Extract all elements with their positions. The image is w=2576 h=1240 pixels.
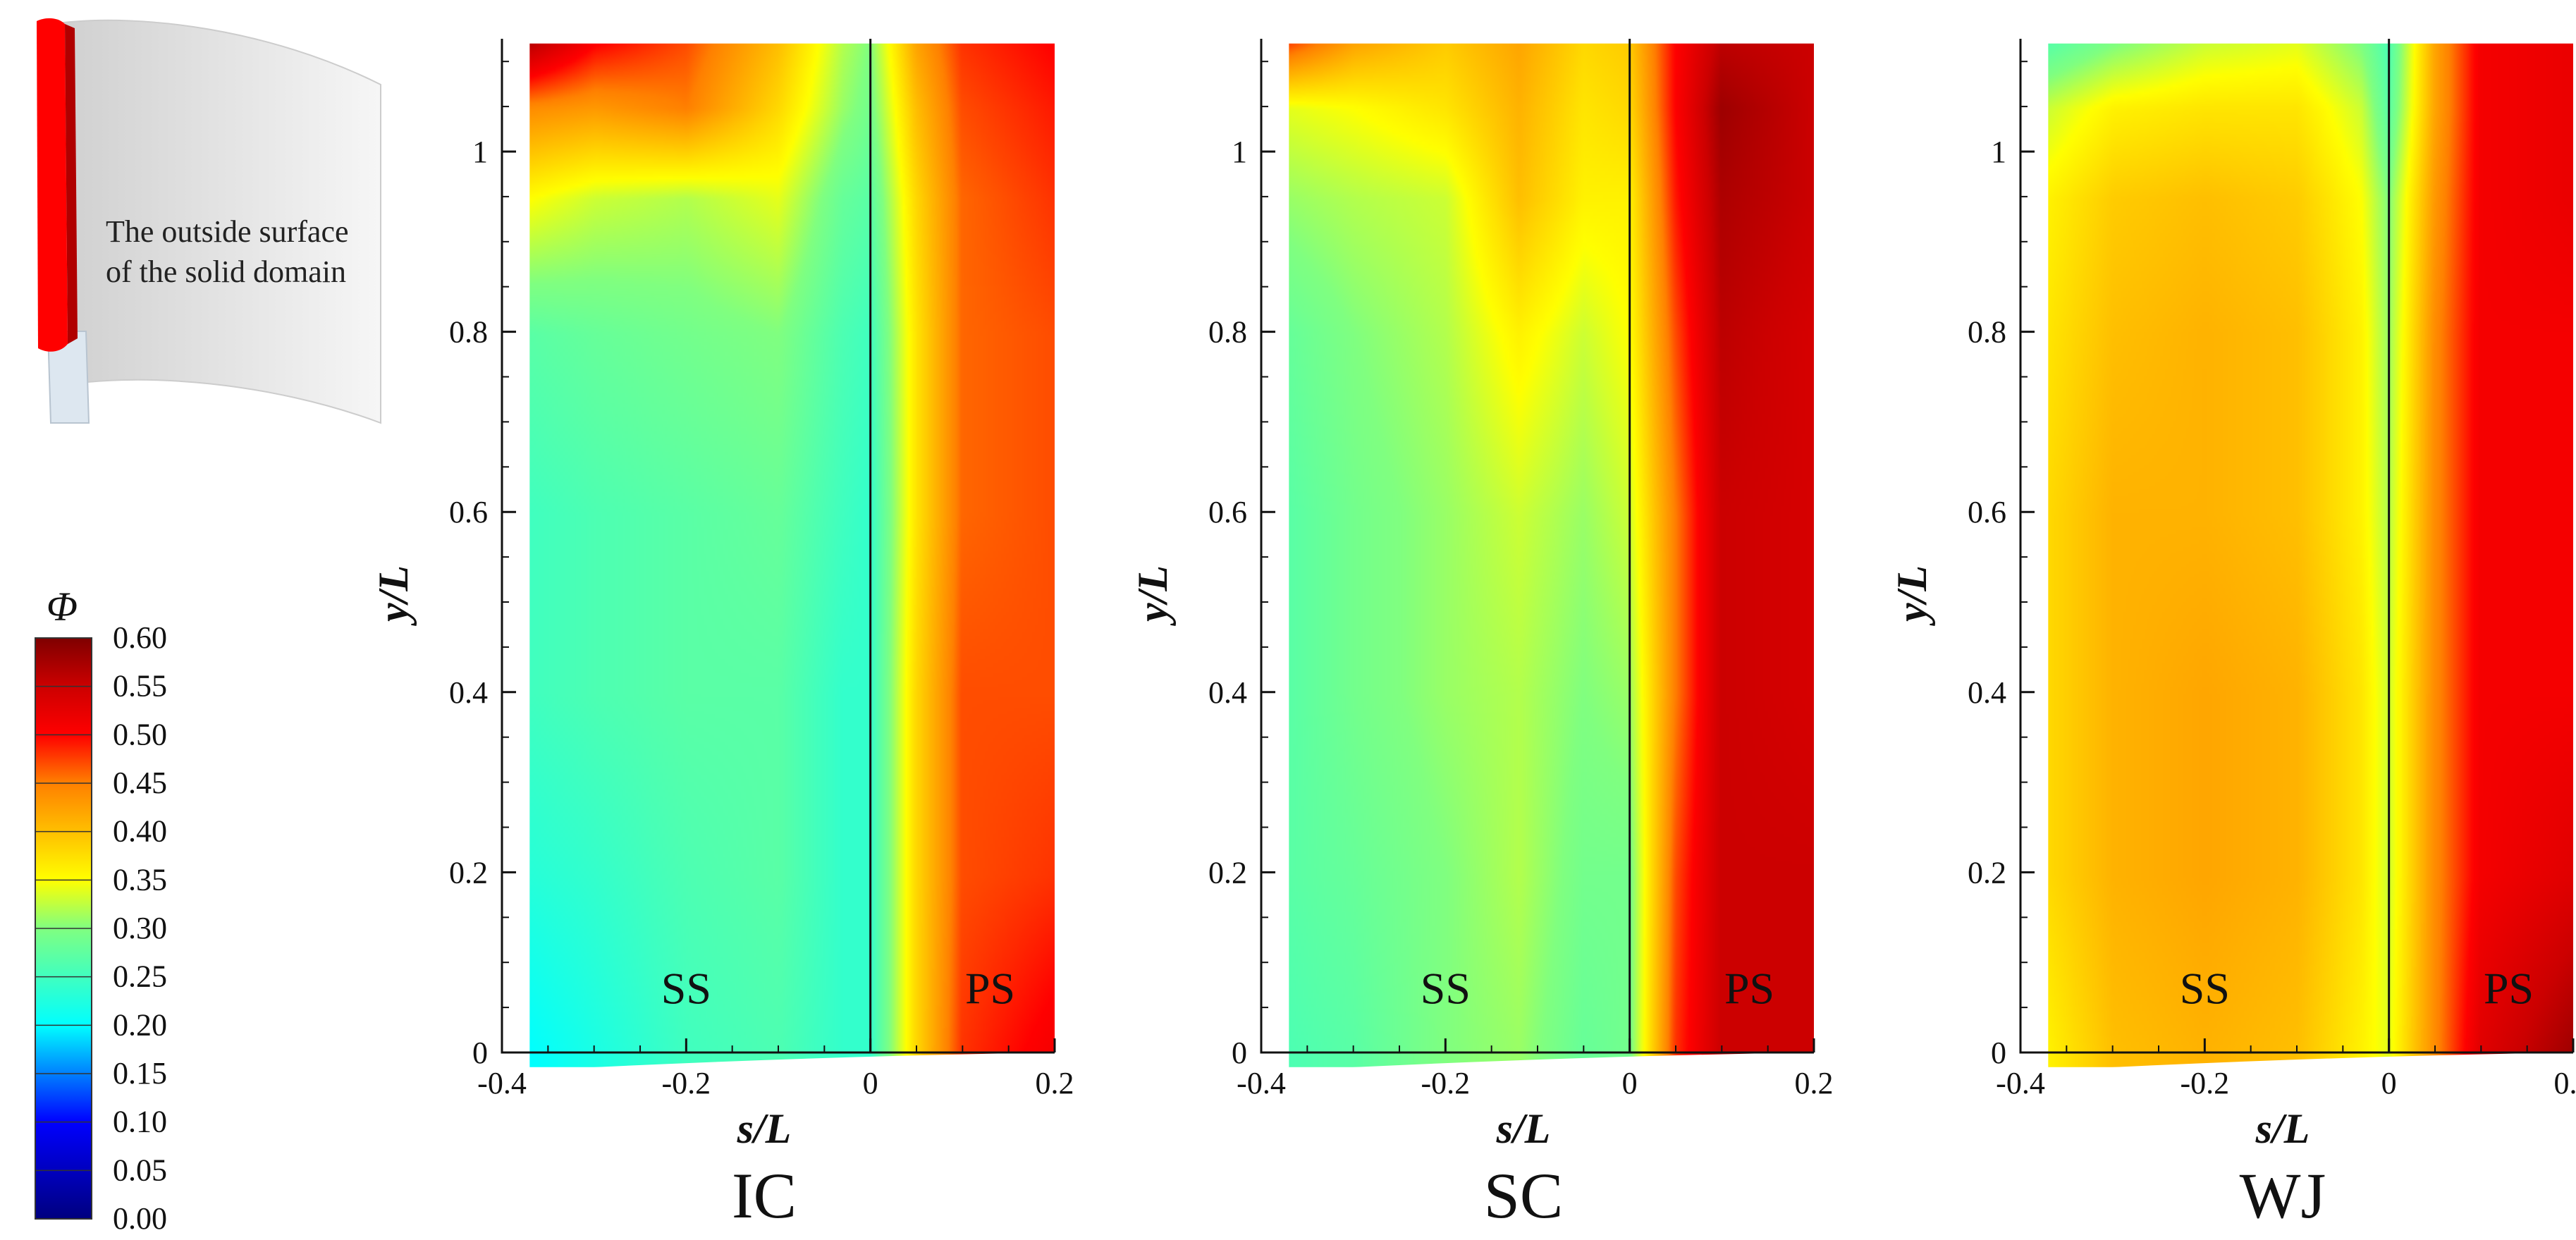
y-tick-label: 0.8 xyxy=(1208,315,1247,350)
y-tick-label: 1 xyxy=(472,135,488,169)
blade-inset: The outside surface of the solid domain xyxy=(37,18,381,424)
region-label-ps: PS xyxy=(1724,964,1774,1014)
x-tick-label: 0.2 xyxy=(1795,1066,1834,1100)
x-tick-label: -0.2 xyxy=(2181,1066,2230,1100)
x-axis-label: s/L xyxy=(2255,1105,2310,1152)
y-tick-label: 0.2 xyxy=(449,855,488,890)
x-tick-label: 0 xyxy=(1622,1066,1638,1100)
x-tick-label: -0.4 xyxy=(477,1066,527,1100)
y-tick-label: 0.6 xyxy=(1968,495,2006,529)
panel-ic: -0.4 -0.2 0 0.2 0 0.2 0.4 0.6 0.8 1 s/L y/L IC SS PS xyxy=(370,39,1074,1232)
y-tick-label: 0.2 xyxy=(1208,855,1247,890)
region-label-ss: SS xyxy=(1421,964,1471,1014)
colorbar-tick-label: 0.10 xyxy=(113,1105,167,1139)
x-tick-label: 0.2 xyxy=(1036,1066,1074,1100)
panel-wj: -0.4 -0.2 0 0.2 0 0.2 0.4 0.6 0.8 1 s/L y/L WJ SS PS xyxy=(1889,39,2576,1232)
y-tick-label: 0 xyxy=(1232,1036,1247,1070)
region-label-ss: SS xyxy=(2180,964,2230,1014)
y-tick-label: 1 xyxy=(1991,135,2006,169)
colorbar-tick-label: 0.00 xyxy=(113,1201,167,1236)
colorbar-ticks: 0.60 0.55 0.50 0.45 0.40 0.35 0.30 0.25 0.20 0.15… xyxy=(35,620,167,1236)
y-axis-label: y/L xyxy=(1129,565,1176,626)
region-label-ps: PS xyxy=(965,964,1015,1014)
inset-caption-line1: The outside surface xyxy=(106,214,349,249)
colorbar-symbol: Φ xyxy=(47,584,78,630)
x-tick-label: -0.4 xyxy=(1237,1066,1286,1100)
x-axis-label: s/L xyxy=(737,1105,792,1152)
blade-surface xyxy=(62,19,381,424)
case-label: IC xyxy=(732,1160,797,1232)
colorbar-tick-label: 0.20 xyxy=(113,1007,167,1042)
contour-field xyxy=(1289,43,1814,1067)
solid-domain-highlight-edge xyxy=(65,24,78,344)
y-axis-label: y/L xyxy=(370,565,417,626)
x-tick-label: -0.2 xyxy=(662,1066,711,1100)
y-tick-label: 0.6 xyxy=(449,495,488,529)
colorbar-tick-label: 0.40 xyxy=(113,814,167,849)
case-label: SC xyxy=(1484,1160,1564,1232)
x-tick-label: 0 xyxy=(2381,1066,2397,1100)
contour-field xyxy=(529,43,1055,1067)
y-tick-label: 0.4 xyxy=(449,675,488,710)
y-axis-label: y/L xyxy=(1889,565,1935,626)
region-label-ps: PS xyxy=(2484,964,2534,1014)
colorbar-tick-label: 0.35 xyxy=(113,862,167,897)
colorbar-tick-label: 0.25 xyxy=(113,959,167,994)
x-tick-label: 0.2 xyxy=(2554,1066,2576,1100)
y-tick-label: 0.4 xyxy=(1968,675,2006,710)
solid-domain-highlight xyxy=(37,18,68,352)
y-tick-label: 0 xyxy=(1991,1036,2006,1070)
panel-sc: -0.4 -0.2 0 0.2 0 0.2 0.4 0.6 0.8 1 s/L y/L SC SS PS xyxy=(1129,39,1834,1232)
case-label: WJ xyxy=(2240,1160,2326,1232)
colorbar: Φ 0.600.550.500.450.400.350.300.250.200.… xyxy=(35,584,167,1236)
y-tick-label: 1 xyxy=(1232,135,1247,169)
x-axis-label: s/L xyxy=(1496,1105,1551,1152)
contour-field xyxy=(2048,43,2573,1067)
y-tick-label: 0.2 xyxy=(1968,855,2006,890)
colorbar-tick-label: 0.55 xyxy=(113,669,167,704)
x-tick-label: -0.4 xyxy=(1996,1066,2045,1100)
colorbar-tick-label: 0.05 xyxy=(113,1153,167,1187)
y-tick-label: 0.8 xyxy=(1968,315,2006,350)
colorbar-tick-label: 0.60 xyxy=(113,620,167,655)
x-tick-label: -0.2 xyxy=(1421,1066,1471,1100)
y-tick-label: 0 xyxy=(472,1036,488,1070)
colorbar-tick-label: 0.45 xyxy=(113,766,167,800)
colorbar-tick-label: 0.50 xyxy=(113,717,167,751)
y-tick-label: 0.6 xyxy=(1208,495,1247,529)
y-tick-label: 0.8 xyxy=(449,315,488,350)
x-tick-label: 0 xyxy=(863,1066,878,1100)
y-tick-label: 0.4 xyxy=(1208,675,1247,710)
colorbar-tick-label: 0.30 xyxy=(113,911,167,945)
inset-caption-line2: of the solid domain xyxy=(106,254,346,289)
region-label-ss: SS xyxy=(661,964,711,1014)
colorbar-tick-label: 0.15 xyxy=(113,1056,167,1091)
